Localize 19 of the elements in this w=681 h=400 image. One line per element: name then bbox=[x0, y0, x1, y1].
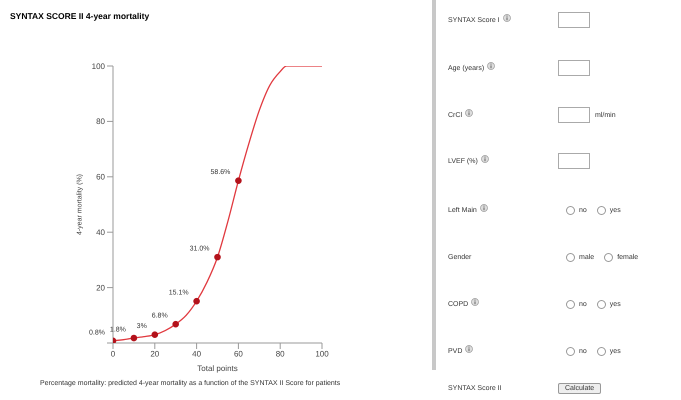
x-tick-label: 100 bbox=[315, 350, 330, 359]
point bbox=[130, 334, 138, 342]
y-tick-label: 100 bbox=[92, 62, 106, 71]
point bbox=[172, 320, 179, 328]
y-tick-label: 40 bbox=[96, 228, 106, 238]
x-tick-label: 20 bbox=[150, 350, 160, 359]
x-axis-title: Total points bbox=[197, 364, 238, 373]
point bbox=[152, 331, 158, 338]
x-tick-label: 0 bbox=[110, 350, 116, 359]
y-tick-label: 20 bbox=[96, 283, 106, 292]
x-tick-label: 60 bbox=[234, 350, 244, 359]
chart-title: SYNTAX SCORE II 4-year mortality bbox=[10, 11, 150, 21]
y-tick-label: 80 bbox=[96, 117, 106, 126]
point bbox=[193, 298, 200, 304]
y-tick-label: 60 bbox=[96, 172, 106, 182]
point bbox=[214, 254, 221, 260]
x-tick-label: 80 bbox=[276, 350, 286, 359]
x-tick-label: 40 bbox=[192, 350, 202, 359]
point bbox=[235, 177, 242, 184]
